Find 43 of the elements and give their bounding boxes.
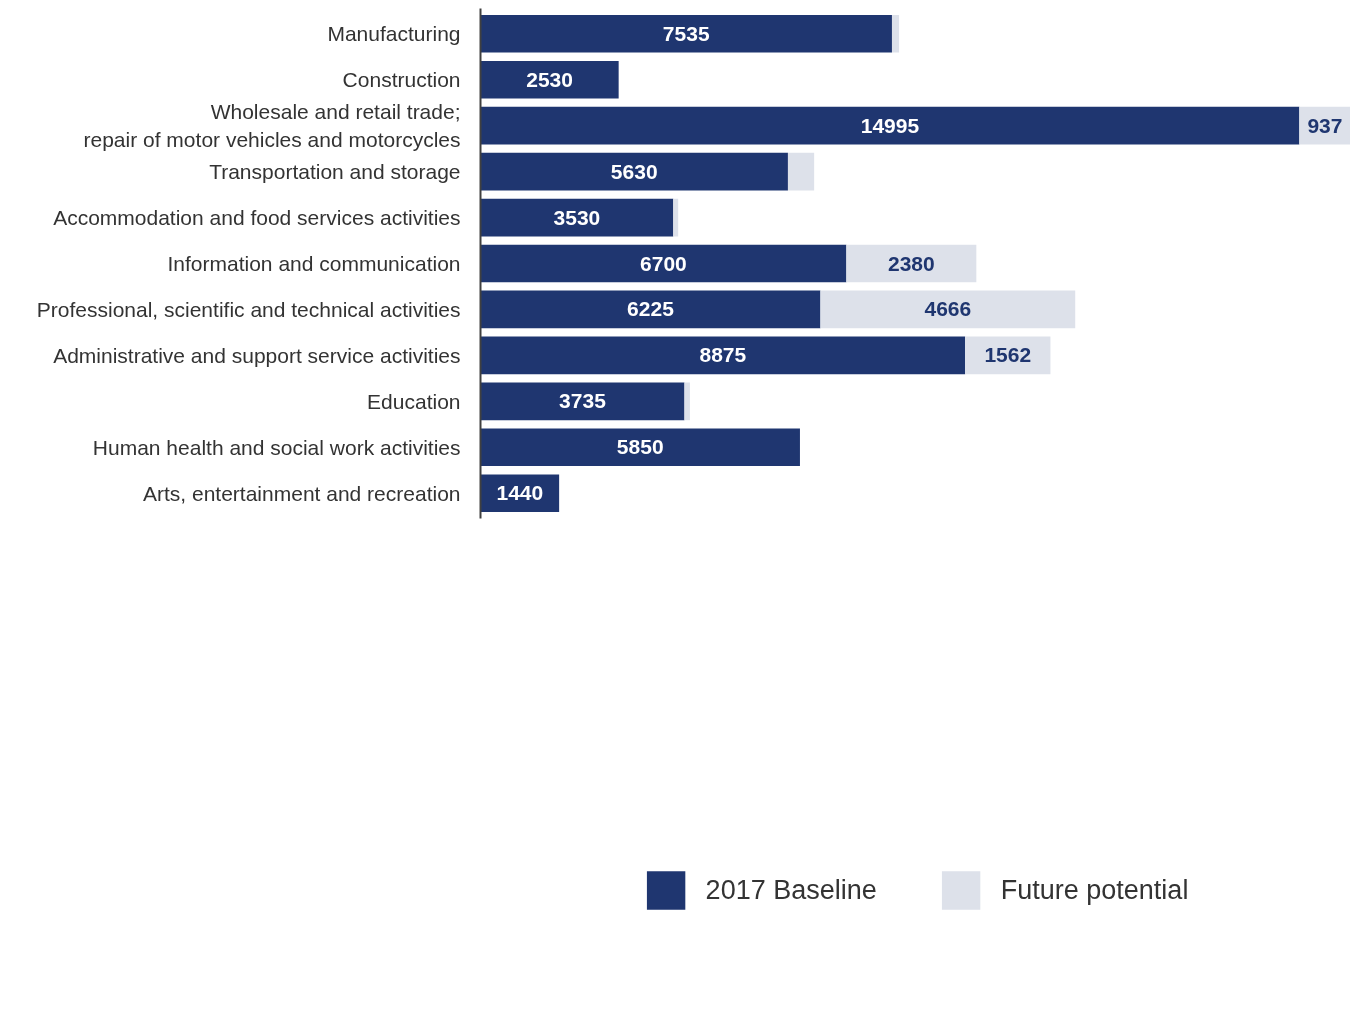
y-tick-label: Education (367, 389, 461, 413)
bar (480, 60, 619, 99)
data-label: 14995 (860, 113, 920, 137)
data-label: 5850 (616, 435, 664, 459)
bar (480, 382, 685, 421)
data-label: 3530 (553, 205, 601, 229)
data-label: 2530 (526, 67, 573, 91)
data-label: 6700 (640, 251, 687, 275)
bar (480, 106, 1300, 145)
bar (480, 14, 892, 53)
legend-label: Future potential (1000, 874, 1189, 906)
legend-label: 2017 Baseline (705, 874, 877, 906)
y-tick-label: Wholesale and retail trade; repair of motor vehicles and motorcycles (83, 100, 461, 151)
data-label: 6225 (627, 297, 675, 321)
y-tick-label: Human health and social work activities (92, 435, 461, 459)
bar (480, 152, 788, 191)
bar (480, 290, 821, 329)
y-tick-label: Administrative and support service activities (53, 343, 461, 367)
y-tick-label: Manufacturing (327, 22, 461, 46)
data-label: 3735 (559, 389, 607, 413)
data-label: 4666 (924, 297, 972, 321)
y-tick-label: Accommodation and food services activities (53, 206, 461, 230)
bar (820, 290, 1076, 329)
y-tick-label: Information and communication (167, 252, 461, 275)
data-label: 8875 (699, 343, 747, 367)
bar (891, 14, 900, 53)
bar (480, 336, 966, 375)
y-tick-label: Transportation and storage (209, 160, 461, 184)
y-tick-label: Arts, entertainment and recreation (143, 481, 461, 505)
data-label: 7535 (662, 21, 710, 45)
bar (480, 244, 847, 283)
bar (684, 382, 690, 421)
data-label: 5630 (610, 159, 658, 183)
data-label: 2380 (887, 251, 935, 275)
y-tick-label: Construction (342, 68, 461, 92)
y-tick-label: Professional, scientific and technical activities (36, 297, 461, 321)
bar (480, 198, 674, 237)
data-label: 1562 (984, 343, 1032, 367)
bar (787, 152, 815, 191)
data-label: 1440 (496, 481, 544, 505)
bar (673, 198, 679, 237)
bar (480, 428, 800, 467)
data-label: 937 (1307, 113, 1343, 137)
